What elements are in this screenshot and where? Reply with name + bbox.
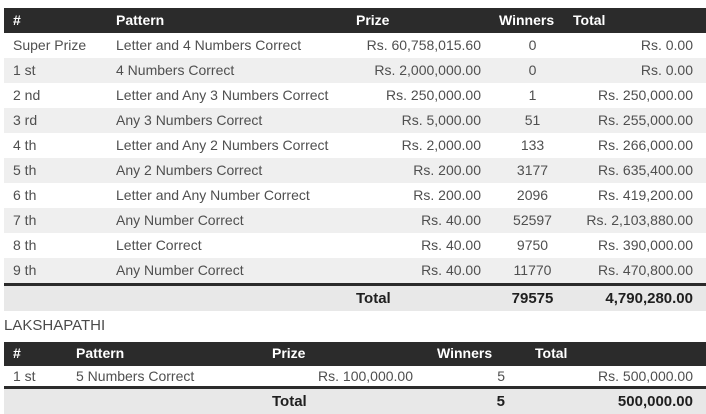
table-row: 9 th Any Number Correct Rs. 40.00 11770 …: [4, 258, 706, 285]
lakshapathi-table-footer: Total 5 500,000.00: [4, 386, 706, 414]
total-cell: Rs. 0.00: [571, 58, 706, 83]
prize-cell: Rs. 200.00: [413, 187, 481, 203]
pattern-cell: Any 2 Numbers Correct: [108, 158, 348, 183]
table-row: 4 th Letter and Any 2 Numbers Correct Rs…: [4, 133, 706, 158]
main-prize-table-header: # Pattern Prize Winners Total: [4, 8, 706, 33]
table-row: 8 th Letter Correct Rs. 40.00 9750 Rs. 3…: [4, 233, 706, 258]
total-cell: Rs. 0.00: [640, 37, 693, 53]
total-label: Total: [348, 283, 494, 311]
winners-cell: 1: [528, 87, 537, 103]
winners-cell: 0: [494, 58, 571, 83]
table-row: 7 th Any Number Correct Rs. 40.00 52597 …: [4, 208, 706, 233]
prize-cell: Rs. 2,000,000.00: [348, 58, 494, 83]
winners-cell: 11770: [494, 258, 571, 285]
rank-cell: 5 th: [4, 158, 108, 183]
total-cell: Rs. 470,800.00: [571, 258, 706, 285]
total-winners-value: 79575: [494, 283, 571, 311]
table-row: 2 nd Letter and Any 3 Numbers Correct Rs…: [4, 83, 706, 108]
grand-total-row: Total 79575 4,790,280.00: [4, 283, 706, 311]
pattern-cell: Any Number Correct: [108, 258, 348, 285]
pattern-cell: Letter and Any 3 Numbers Correct: [116, 87, 329, 103]
rank-cell: 4 th: [13, 137, 37, 153]
pattern-cell: Letter Correct: [116, 237, 202, 253]
column-header-rank: #: [4, 8, 108, 33]
rank-cell: 1 st: [4, 58, 108, 83]
total-cell: Rs. 255,000.00: [571, 108, 706, 133]
rank-cell: 1 st: [13, 368, 36, 384]
column-header-total: Total: [571, 8, 706, 33]
lakshapathi-prize-table: # Pattern Prize Winners Total 1 st 5 Num…: [4, 342, 706, 414]
prize-cell: Rs. 250,000.00: [386, 87, 481, 103]
prize-cell: Rs. 2,000.00: [401, 137, 481, 153]
winners-cell: 5: [497, 368, 505, 384]
winners-cell: 133: [520, 137, 545, 153]
column-header-total: Total: [527, 342, 706, 366]
prize-cell: Rs. 200.00: [348, 158, 494, 183]
winners-cell: 51: [494, 108, 571, 133]
winners-cell: 2096: [516, 187, 549, 203]
winners-cell: 0: [528, 37, 537, 53]
rank-cell: 3 rd: [4, 108, 108, 133]
grand-total-row: Total 5 500,000.00: [4, 386, 706, 414]
column-header-rank: #: [4, 342, 68, 366]
table-row: 1 st 5 Numbers Correct Rs. 100,000.00 5 …: [4, 366, 706, 388]
column-header-winners: Winners: [494, 8, 571, 33]
rank-cell: 9 th: [4, 258, 108, 285]
table-row: Super Prize Letter and 4 Numbers Correct…: [4, 33, 706, 58]
prize-cell: Rs. 5,000.00: [348, 108, 494, 133]
winners-cell: 52597: [494, 208, 571, 233]
pattern-cell: Letter and Any Number Correct: [116, 187, 310, 203]
total-winners-value: 5: [426, 386, 527, 414]
main-prize-table-body: Super Prize Letter and 4 Numbers Correct…: [4, 33, 706, 285]
total-amount-value: 4,790,280.00: [571, 283, 706, 311]
total-amount-value: 500,000.00: [527, 386, 706, 414]
pattern-cell: 5 Numbers Correct: [76, 368, 195, 384]
prize-cell: Rs. 100,000.00: [318, 368, 413, 384]
main-prize-table-footer: Total 79575 4,790,280.00: [4, 283, 706, 311]
table-row: 6 th Letter and Any Number Correct Rs. 2…: [4, 183, 706, 208]
pattern-cell: Letter and Any 2 Numbers Correct: [116, 137, 329, 153]
rank-cell: Super Prize: [13, 37, 87, 53]
table-row: 1 st 4 Numbers Correct Rs. 2,000,000.00 …: [4, 58, 706, 83]
column-header-pattern: Pattern: [68, 342, 264, 366]
rank-cell: 7 th: [4, 208, 108, 233]
column-header-pattern: Pattern: [108, 8, 348, 33]
winners-cell: 9750: [516, 237, 549, 253]
prize-cell: Rs. 40.00: [348, 258, 494, 285]
lakshapathi-table-body: 1 st 5 Numbers Correct Rs. 100,000.00 5 …: [4, 366, 706, 388]
column-header-prize: Prize: [348, 8, 494, 33]
prize-cell: Rs. 40.00: [421, 237, 481, 253]
total-cell: Rs. 250,000.00: [598, 87, 693, 103]
winners-cell: 3177: [494, 158, 571, 183]
column-header-winners: Winners: [426, 342, 527, 366]
total-cell: Rs. 390,000.00: [598, 237, 693, 253]
main-prize-table: # Pattern Prize Winners Total Super Priz…: [4, 8, 706, 311]
header-row: # Pattern Prize Winners Total: [4, 342, 706, 366]
table-row: 3 rd Any 3 Numbers Correct Rs. 5,000.00 …: [4, 108, 706, 133]
rank-cell: 8 th: [13, 237, 37, 253]
table-row: 5 th Any 2 Numbers Correct Rs. 200.00 31…: [4, 158, 706, 183]
prize-cell: Rs. 40.00: [348, 208, 494, 233]
total-cell: Rs. 419,200.00: [598, 187, 693, 203]
header-row: # Pattern Prize Winners Total: [4, 8, 706, 33]
total-cell: Rs. 2,103,880.00: [571, 208, 706, 233]
total-cell: Rs. 635,400.00: [571, 158, 706, 183]
rank-cell: 6 th: [13, 187, 37, 203]
lakshapathi-table-header: # Pattern Prize Winners Total: [4, 342, 706, 366]
pattern-cell: Any 3 Numbers Correct: [108, 108, 348, 133]
total-label: Total: [264, 386, 426, 414]
total-cell: Rs. 500,000.00: [598, 368, 693, 384]
column-header-prize: Prize: [264, 342, 426, 366]
pattern-cell: 4 Numbers Correct: [108, 58, 348, 83]
pattern-cell: Any Number Correct: [108, 208, 348, 233]
lakshapathi-heading: LAKSHAPATHI: [4, 317, 106, 334]
rank-cell: 2 nd: [13, 87, 41, 103]
prize-cell: Rs. 60,758,015.60: [366, 37, 481, 53]
pattern-cell: Letter and 4 Numbers Correct: [116, 37, 302, 53]
total-cell: Rs. 266,000.00: [598, 137, 693, 153]
